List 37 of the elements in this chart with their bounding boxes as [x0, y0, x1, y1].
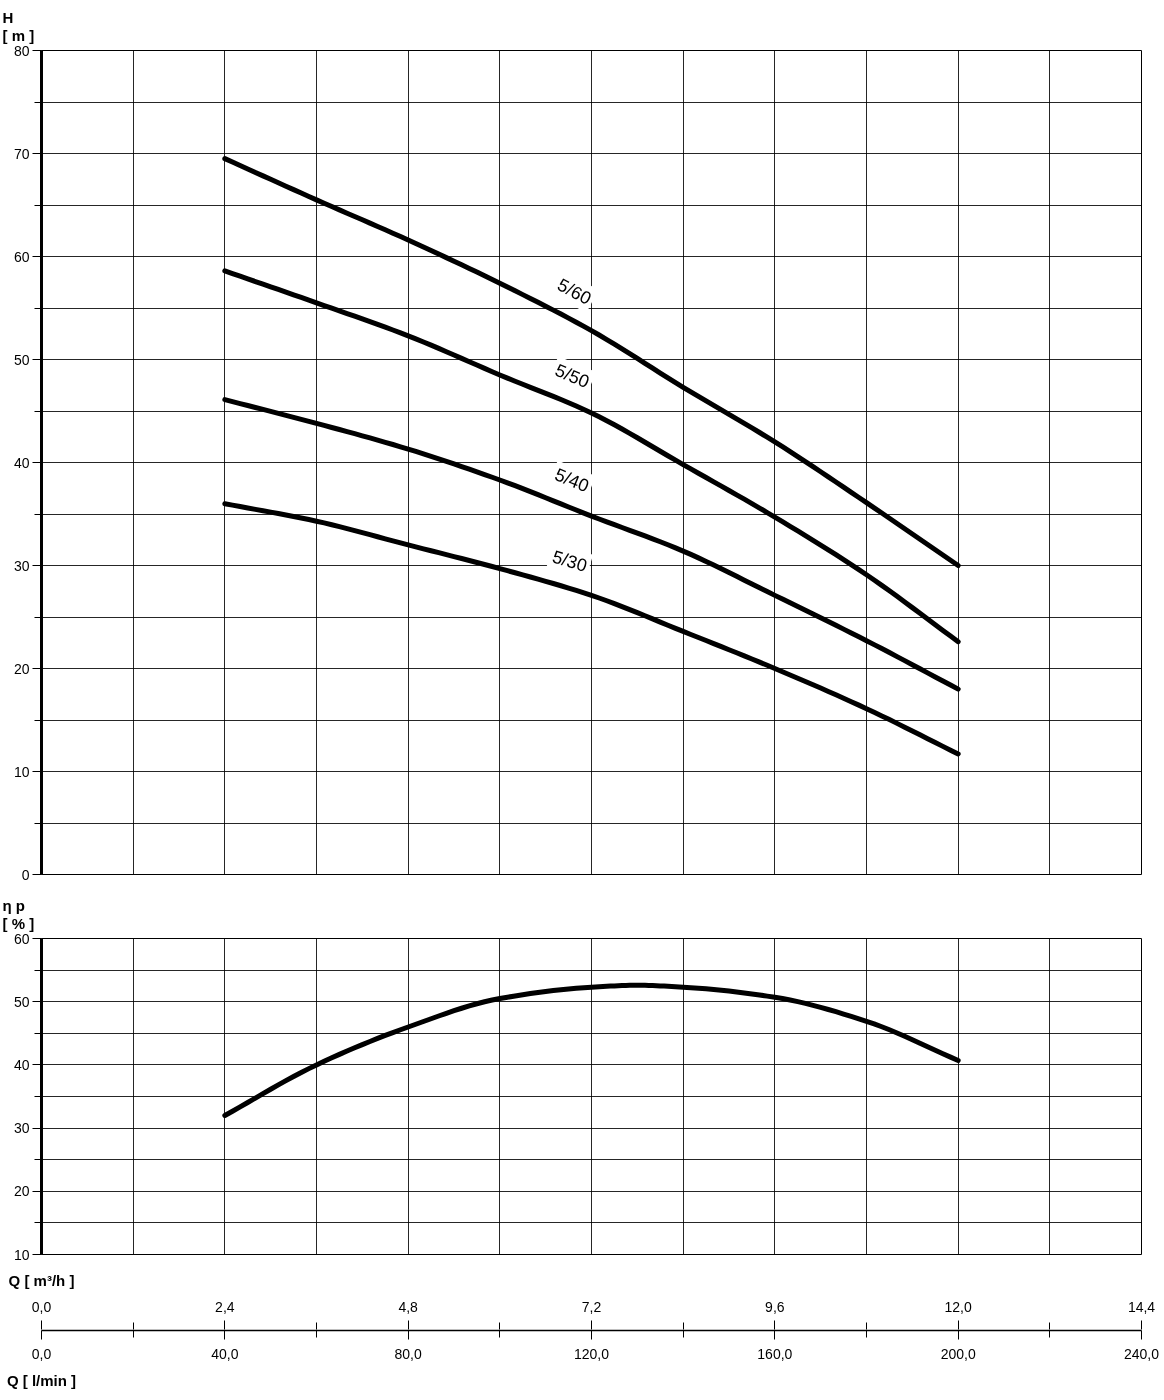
- x2-tick-label: 9,6: [765, 1298, 785, 1315]
- y-tick-label: 60: [13, 930, 30, 947]
- y-tick-label: 60: [13, 248, 30, 265]
- text: 5/40: [551, 464, 592, 497]
- x-tick-label: 40,0: [211, 1345, 239, 1362]
- y-tick-label: 50: [13, 993, 30, 1010]
- text: 5/60: [554, 274, 595, 309]
- x2-tick-label: 14,4: [1127, 1298, 1156, 1315]
- x-tick-label: 200,0: [940, 1345, 976, 1362]
- x-tick-label: 80,0: [394, 1345, 422, 1362]
- x2-tick-label: 12,0: [944, 1298, 972, 1315]
- text: 5/30: [550, 546, 590, 576]
- y-tick-label: 10: [13, 763, 30, 780]
- y-tick-label: 50: [13, 351, 30, 368]
- text: 5/50: [552, 360, 593, 393]
- x-axis-title: Q [ l/min ]: [6, 1371, 77, 1389]
- x-tick-label: 160,0: [757, 1345, 793, 1362]
- y-tick-label: 40: [13, 454, 30, 471]
- x2-tick-label: 0,0: [31, 1298, 52, 1315]
- y-tick-label: 20: [13, 1183, 30, 1200]
- x2-tick-label: 7,2: [581, 1298, 602, 1315]
- y-axis-title: H [ m ]: [2, 8, 35, 45]
- x2-axis-title: Q [ m³/h ]: [8, 1271, 75, 1289]
- y-tick-label: 20: [13, 660, 30, 677]
- y-tick-label: 30: [13, 557, 30, 574]
- y-tick-label: 30: [13, 1120, 30, 1137]
- x-tick-label: 240,0: [1123, 1345, 1160, 1362]
- x-tick-label: 120,0: [573, 1345, 610, 1362]
- y-tick-label: 70: [13, 145, 30, 162]
- y-tick-label: 40: [13, 1056, 30, 1073]
- x2-tick-label: 4,8: [398, 1298, 419, 1315]
- y-tick-label: 0: [21, 866, 30, 883]
- x2-tick-label: 2,4: [215, 1298, 235, 1315]
- y-tick-label: 80: [13, 42, 30, 59]
- x-tick-label: 0,0: [31, 1345, 52, 1362]
- y-axis-title: η p [ % ]: [2, 896, 35, 933]
- y-tick-label: 10: [13, 1246, 30, 1263]
